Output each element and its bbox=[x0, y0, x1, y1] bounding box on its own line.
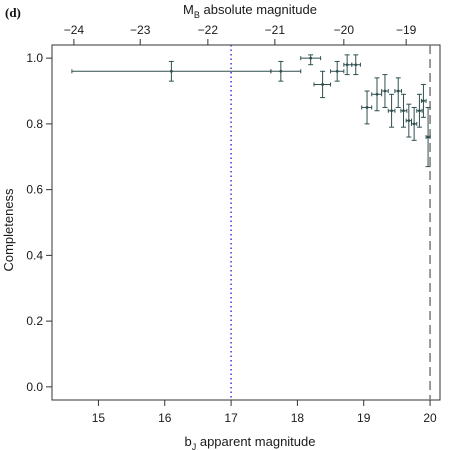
top-x-tick-label: −23 bbox=[130, 23, 151, 37]
data-point bbox=[313, 70, 332, 99]
data-point bbox=[425, 106, 431, 168]
data-point-marker bbox=[375, 92, 379, 96]
bottom-x-axis: 15 16 17 18 19 20 bbox=[92, 400, 437, 425]
y-axis-title: Completeness bbox=[1, 188, 16, 272]
y-tick-label: 1.0 bbox=[26, 51, 43, 65]
data-point bbox=[330, 60, 345, 82]
data-point bbox=[416, 93, 423, 128]
x-tick-label: 20 bbox=[423, 411, 437, 425]
data-point-marker bbox=[309, 56, 313, 60]
data-point-marker bbox=[418, 109, 421, 113]
data-point bbox=[405, 103, 412, 138]
y-tick-label: 0.0 bbox=[26, 380, 43, 394]
x-tick-label: 15 bbox=[92, 411, 106, 425]
data-point bbox=[300, 54, 322, 66]
data-marks bbox=[71, 54, 431, 168]
plot-border bbox=[51, 44, 441, 401]
top-x-tick-label: −24 bbox=[64, 23, 85, 37]
data-point-marker bbox=[354, 63, 358, 67]
top-x-tick-label: −19 bbox=[396, 23, 417, 37]
data-point bbox=[361, 90, 373, 125]
x-tick-label: 19 bbox=[357, 411, 371, 425]
top-x-tick-label: −22 bbox=[198, 23, 219, 37]
data-point-marker bbox=[279, 69, 283, 73]
data-point bbox=[371, 77, 383, 112]
data-point-marker bbox=[335, 69, 339, 73]
data-point-marker bbox=[383, 89, 387, 93]
panel-label: (d) bbox=[5, 5, 21, 20]
y-tick-label: 0.2 bbox=[26, 314, 43, 328]
data-point bbox=[410, 106, 418, 141]
data-point-marker bbox=[365, 106, 369, 109]
data-point bbox=[420, 83, 427, 118]
data-point bbox=[71, 60, 272, 82]
top-x-axis-title: MB absolute magnitude bbox=[183, 2, 317, 20]
top-x-tick-label: −21 bbox=[265, 23, 286, 37]
y-tick-label: 0.8 bbox=[26, 117, 43, 131]
x-tick-label: 16 bbox=[158, 411, 172, 425]
data-point-marker bbox=[321, 83, 325, 86]
data-point-marker bbox=[390, 109, 393, 113]
data-point-marker bbox=[407, 119, 411, 123]
data-point-marker bbox=[412, 122, 416, 126]
data-point-marker bbox=[422, 99, 425, 103]
y-tick-label: 0.4 bbox=[26, 248, 43, 262]
top-x-tick-label: −20 bbox=[334, 23, 355, 37]
data-point bbox=[343, 54, 353, 76]
data-point-marker bbox=[402, 109, 405, 113]
plot-frame bbox=[51, 44, 441, 401]
x-tick-label: 18 bbox=[291, 411, 305, 425]
data-point bbox=[394, 77, 403, 108]
y-axis: 0.0 0.2 0.4 0.6 0.8 1.0 bbox=[26, 51, 52, 394]
data-point-marker bbox=[169, 69, 173, 73]
data-point-marker bbox=[396, 89, 400, 93]
data-point bbox=[270, 60, 302, 82]
reference-lines bbox=[230, 45, 431, 400]
data-point bbox=[400, 93, 408, 128]
data-point-marker bbox=[426, 135, 430, 139]
data-point bbox=[351, 54, 361, 76]
data-point bbox=[387, 93, 396, 128]
y-tick-label: 0.6 bbox=[26, 183, 43, 197]
top-x-axis: −24 −23 −22 −21 −20 −19 bbox=[64, 23, 417, 45]
x-axis-title: bJ apparent magnitude bbox=[185, 434, 316, 450]
data-point bbox=[381, 74, 389, 108]
data-point-marker bbox=[345, 63, 349, 67]
x-tick-label: 17 bbox=[224, 411, 238, 425]
